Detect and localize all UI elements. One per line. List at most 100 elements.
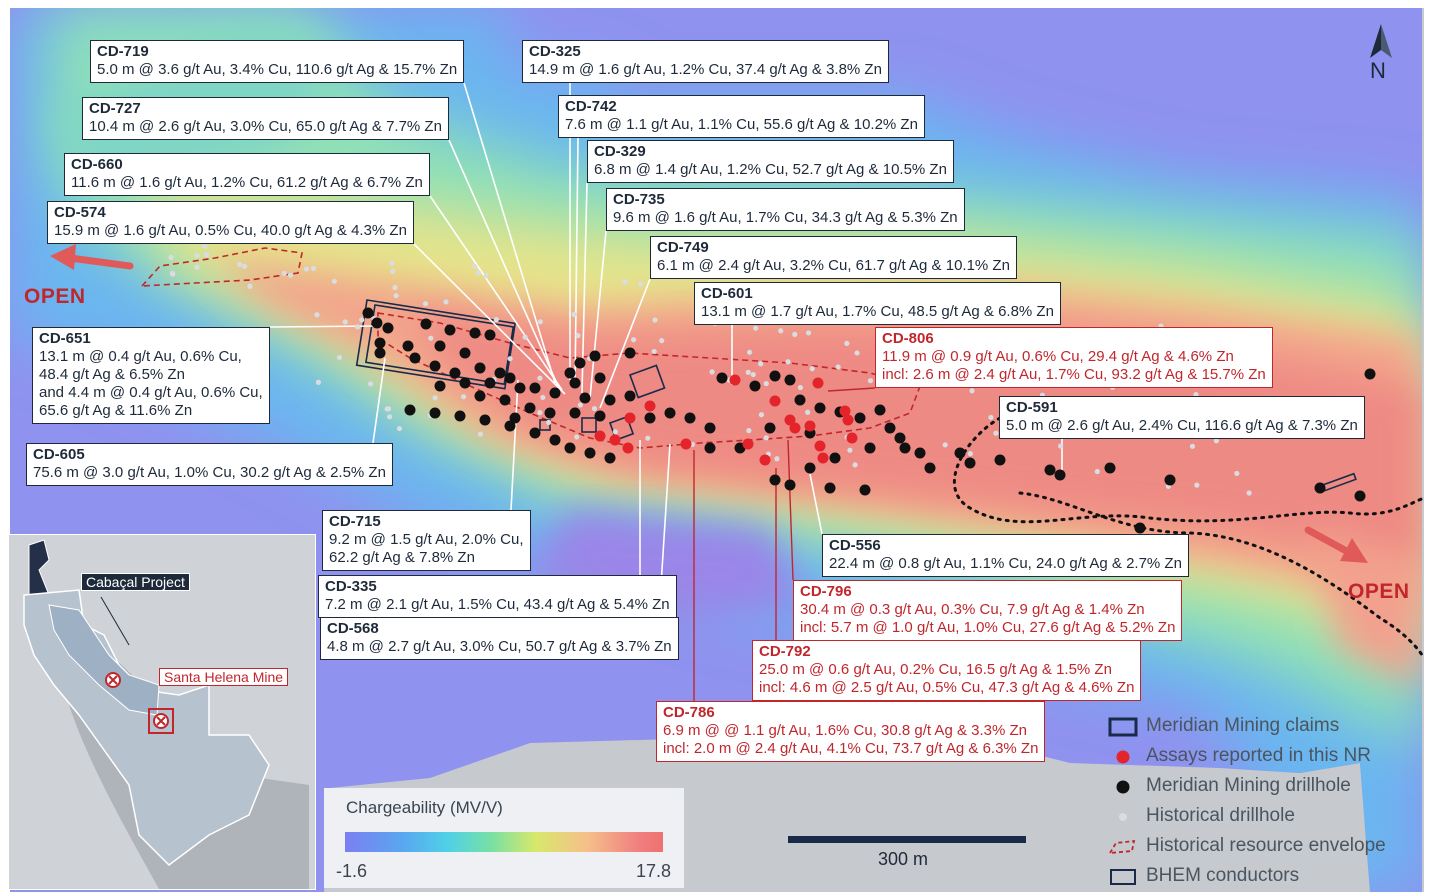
- callout-intercept: 4.8 m @ 2.7 g/t Au, 3.0% Cu, 50.7 g/t Ag…: [327, 638, 672, 655]
- historical-drillhole: [384, 406, 390, 412]
- callout-cd-651: CD-651 13.1 m @ 0.4 g/t Au, 0.6% Cu, 48.4 …: [32, 327, 270, 424]
- assay-drillhole: [842, 414, 854, 426]
- historical-drillhole: [758, 412, 765, 418]
- callout-cd-605: CD-605 75.6 m @ 3.0 g/t Au, 1.0% Cu, 30.2…: [26, 443, 393, 486]
- meridian-drillhole: [382, 322, 394, 334]
- meridian-drillhole: [1314, 482, 1326, 494]
- callout-hole-id: CD-605: [33, 446, 85, 463]
- meridian-drillhole: [794, 394, 806, 406]
- legend-label-bhem: BHEM conductors: [1146, 865, 1300, 886]
- historical-drillhole: [746, 428, 752, 434]
- callout-hole-id: CD-568: [327, 620, 379, 637]
- historical-drillhole: [1189, 443, 1196, 449]
- meridian-drillhole: [549, 434, 561, 446]
- historical-drillhole: [763, 435, 769, 441]
- callout-cd-329: CD-329 6.8 m @ 1.4 g/t Au, 1.2% Cu, 52.7 …: [587, 140, 954, 183]
- historical-drillhole: [310, 265, 317, 272]
- historical-drillhole: [540, 394, 546, 401]
- open-boundary-dotted-1: [952, 416, 1424, 524]
- dashed-envelope-icon: [1108, 839, 1136, 855]
- historical-drillhole: [331, 278, 337, 284]
- meridian-drillhole: [1104, 462, 1116, 474]
- callout-hole-id: CD-651: [39, 330, 91, 347]
- callout-intercept: and 4.4 m @ 0.4 g/t Au, 0.6% Cu,: [39, 384, 263, 401]
- meridian-drillhole: [434, 380, 446, 392]
- meridian-drillhole: [769, 370, 781, 382]
- assay-drillhole: [624, 412, 636, 424]
- assay-drillhole: [729, 374, 741, 386]
- meridian-drillhole: [604, 394, 616, 406]
- red-dot-icon: [1116, 750, 1130, 764]
- callout-intercept: 7.6 m @ 1.1 g/t Au, 1.1% Cu, 55.6 g/t Ag…: [565, 116, 918, 133]
- callout-cd-568: CD-568 4.8 m @ 2.7 g/t Au, 3.0% Cu, 50.7 …: [320, 617, 679, 660]
- leader-line-cd-796: [787, 439, 794, 581]
- meridian-drillhole: [784, 374, 796, 386]
- callout-intercept: 9.6 m @ 1.6 g/t Au, 1.7% Cu, 34.3 g/t Ag…: [613, 209, 958, 226]
- callout-hole-id: CD-325: [529, 43, 581, 60]
- meridian-drillhole: [434, 340, 446, 352]
- historical-drillhole: [201, 243, 208, 249]
- historical-drillhole: [476, 270, 482, 276]
- historical-drillhole: [852, 462, 858, 468]
- callout-cd-796: CD-796 30.4 m @ 0.3 g/t Au, 0.3% Cu, 7.9 …: [793, 580, 1183, 641]
- meridian-drillhole: [684, 412, 696, 424]
- callout-intercept: 25.0 m @ 0.6 g/t Au, 0.2% Cu, 16.5 g/t A…: [759, 661, 1112, 678]
- meridian-drillhole: [764, 422, 776, 434]
- historical-drillhole: [577, 402, 583, 408]
- historical-drillhole: [1246, 490, 1252, 496]
- meridian-drillhole: [509, 412, 521, 424]
- leader-line-cd-605: [372, 357, 386, 444]
- meridian-drillhole: [449, 367, 461, 379]
- historical-drillhole: [993, 430, 999, 436]
- callout-intercept: 48.4 g/t Ag & 6.5% Zn: [39, 366, 185, 383]
- historical-drillhole: [194, 253, 200, 259]
- historical-drillhole: [758, 361, 764, 367]
- meridian-drillhole: [716, 372, 728, 384]
- meridian-drillhole: [402, 340, 414, 352]
- historical-drillhole: [809, 366, 815, 372]
- meridian-drillhole: [529, 427, 541, 439]
- historical-drillhole: [390, 268, 396, 274]
- meridian-drillhole: [429, 360, 441, 372]
- callout-hole-id: CD-742: [565, 98, 617, 115]
- historical-drillhole: [785, 359, 791, 365]
- meridian-drillhole: [484, 377, 496, 389]
- historical-drillhole: [753, 325, 759, 331]
- callout-hole-id: CD-601: [701, 285, 753, 302]
- callout-intercept: 75.6 m @ 3.0 g/t Au, 1.0% Cu, 30.2 g/t A…: [33, 464, 386, 481]
- inset-project-label: Cabaçal Project: [81, 573, 190, 591]
- meridian-drillhole: [704, 442, 716, 454]
- historical-drillhole: [645, 435, 651, 441]
- legend-label-resource-envelope: Historical resource envelope: [1146, 835, 1386, 856]
- assay-drillhole: [594, 430, 606, 442]
- scale-bar: [788, 836, 1026, 843]
- callout-hole-id: CD-660: [71, 156, 123, 173]
- historical-drillhole: [355, 324, 361, 330]
- historical-resource-envelope-main: [377, 312, 922, 449]
- callout-cd-735: CD-735 9.6 m @ 1.6 g/t Au, 1.7% Cu, 34.3 …: [606, 188, 965, 231]
- callout-intercept: incl: 2.0 m @ 2.4 g/t Au, 4.1% Cu, 73.7 …: [663, 740, 1039, 757]
- open-boundary-dotted-2: [1018, 491, 1424, 660]
- historical-drillhole: [537, 375, 543, 381]
- colorbar-min: -1.6: [336, 861, 368, 881]
- assay-drillhole: [804, 420, 816, 432]
- historical-drillhole: [1193, 391, 1199, 398]
- meridian-drillhole: [371, 317, 383, 329]
- callout-intercept: 13.1 m @ 1.7 g/t Au, 1.7% Cu, 48.5 g/t A…: [701, 303, 1054, 320]
- callout-intercept: 15.9 m @ 1.6 g/t Au, 0.5% Cu, 40.0 g/t A…: [54, 222, 407, 239]
- grey-dot-icon: [1119, 813, 1127, 821]
- meridian-drillhole: [859, 484, 871, 496]
- legend-label-claims: Meridian Mining claims: [1146, 715, 1340, 736]
- leader-line-cd-735: [589, 230, 607, 399]
- meridian-drillhole: [1364, 368, 1376, 380]
- historical-drillhole: [428, 335, 434, 341]
- callout-hole-id: CD-556: [829, 537, 881, 554]
- meridian-drillhole: [404, 404, 416, 416]
- historical-drillhole: [537, 319, 543, 325]
- leader-line-cd-556: [809, 473, 823, 535]
- callout-intercept: incl: 4.6 m @ 2.5 g/t Au, 0.5% Cu, 47.3 …: [759, 679, 1135, 696]
- historical-drillhole: [303, 266, 310, 272]
- meridian-drillhole: [1164, 474, 1176, 486]
- scale-bar-label: 300 m: [878, 849, 929, 869]
